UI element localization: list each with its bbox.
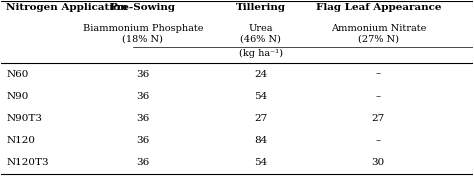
Text: 84: 84 [254,136,267,145]
Text: 27: 27 [254,114,267,123]
Text: 54: 54 [254,158,267,168]
Text: N90T3: N90T3 [6,114,42,123]
Text: 36: 36 [136,158,149,168]
Text: N120: N120 [6,136,35,145]
Text: –: – [376,70,381,79]
Text: –: – [376,92,381,101]
Text: Flag Leaf Appearance: Flag Leaf Appearance [316,3,441,12]
Text: Nitrogen Application: Nitrogen Application [6,3,128,12]
Text: N90: N90 [6,92,28,101]
Text: Ammonium Nitrate
(27% N): Ammonium Nitrate (27% N) [331,24,426,44]
Text: 27: 27 [372,114,385,123]
Text: 24: 24 [254,70,267,79]
Text: 54: 54 [254,92,267,101]
Text: 30: 30 [372,158,385,168]
Text: Pre-Sowing: Pre-Sowing [110,3,176,12]
Text: 36: 36 [136,70,149,79]
Text: 36: 36 [136,114,149,123]
Text: Biammonium Phosphate
(18% N): Biammonium Phosphate (18% N) [82,24,203,44]
Text: 36: 36 [136,136,149,145]
Text: N120T3: N120T3 [6,158,49,168]
Text: N60: N60 [6,70,28,79]
Text: –: – [376,136,381,145]
Text: (kg ha⁻¹): (kg ha⁻¹) [238,49,283,58]
Text: Urea
(46% N): Urea (46% N) [240,24,281,44]
Text: 36: 36 [136,92,149,101]
Text: Tillering: Tillering [236,3,285,12]
